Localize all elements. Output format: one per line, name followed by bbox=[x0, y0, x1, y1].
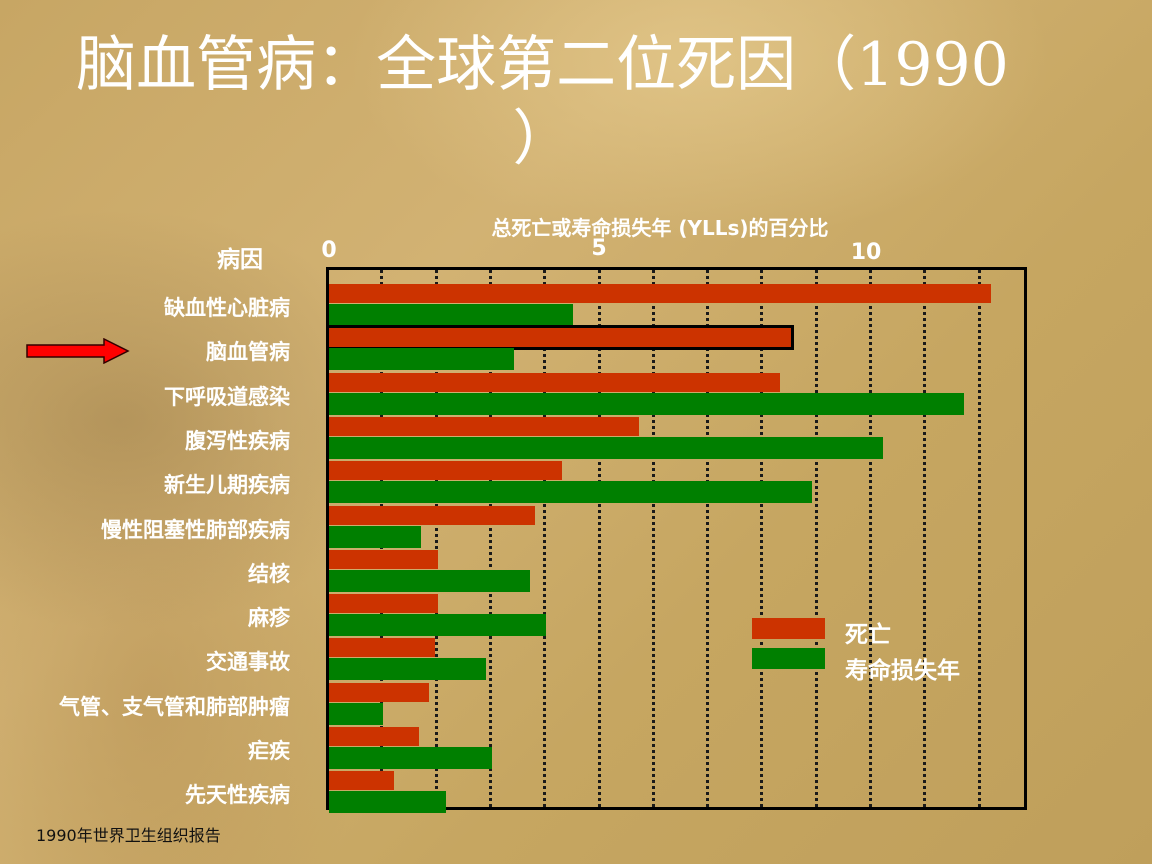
gridline bbox=[597, 270, 601, 807]
bar-ylls bbox=[329, 304, 574, 326]
category-label: 结核 bbox=[248, 561, 290, 586]
category-label: 腹泻性疾病 bbox=[185, 428, 290, 453]
source-note: 1990年世界卫生组织报告 bbox=[36, 826, 221, 845]
category-label: 脑血管病 bbox=[206, 340, 290, 365]
bar-ylls bbox=[329, 436, 883, 459]
bar-deaths bbox=[329, 416, 639, 436]
gridline bbox=[869, 270, 872, 807]
bar-deaths bbox=[329, 682, 430, 702]
category-label: 气管、支气管和肺部肿瘤 bbox=[59, 694, 290, 719]
x-tick-5: 5 bbox=[591, 236, 607, 261]
category-label: 下呼吸道感染 bbox=[164, 384, 290, 409]
gridline bbox=[651, 270, 655, 807]
bar-ylls bbox=[329, 791, 446, 814]
bar-deaths bbox=[329, 284, 992, 303]
gridline bbox=[488, 270, 492, 807]
bar-deaths bbox=[329, 638, 435, 658]
bar-ylls bbox=[329, 658, 487, 681]
bar-deaths bbox=[329, 461, 563, 481]
right-arrow-icon bbox=[26, 338, 130, 364]
gridline bbox=[923, 270, 927, 807]
bar-ylls bbox=[329, 481, 813, 504]
bar-deaths bbox=[329, 594, 438, 614]
category-label: 慢性阻塞性肺部疾病 bbox=[101, 517, 290, 542]
x-tick-10: 10 bbox=[850, 240, 882, 265]
gridline bbox=[706, 270, 710, 807]
legend-label-ylls: 寿命损失年 bbox=[845, 658, 960, 684]
bar-ylls bbox=[329, 525, 422, 548]
bar-ylls bbox=[329, 569, 530, 592]
gridline bbox=[434, 270, 438, 807]
bar-deaths bbox=[329, 505, 536, 525]
bar-chart-plot bbox=[326, 267, 1027, 814]
legend-swatch-deaths bbox=[752, 618, 825, 639]
gridline bbox=[977, 270, 981, 807]
x-tick-0: 0 bbox=[321, 238, 337, 263]
legend-label-deaths: 死亡 bbox=[845, 622, 891, 648]
bar-deaths bbox=[326, 325, 794, 351]
bar-ylls bbox=[329, 747, 492, 769]
title-line-1: 脑血管病：全球第二位死因（1990 bbox=[76, 30, 1009, 100]
category-label: 交通事故 bbox=[206, 650, 290, 675]
y-axis-title: 病因 bbox=[217, 247, 263, 273]
category-label: 先天性疾病 bbox=[185, 783, 290, 808]
bar-deaths bbox=[329, 727, 419, 746]
gridline bbox=[760, 270, 764, 807]
category-label: 疟疾 bbox=[248, 739, 290, 763]
legend-swatch-ylls bbox=[752, 648, 825, 669]
bar-deaths bbox=[329, 549, 438, 569]
category-label: 麻疹 bbox=[248, 606, 290, 631]
x-axis-title: 总死亡或寿命损失年 (YLLs)的百分比 bbox=[491, 216, 829, 240]
category-label: 新生儿期疾病 bbox=[164, 473, 290, 498]
bar-deaths bbox=[329, 771, 395, 791]
bar-ylls bbox=[329, 348, 514, 371]
bar-deaths bbox=[329, 372, 780, 392]
gridline bbox=[543, 270, 547, 807]
title-line-2: ） bbox=[512, 104, 573, 174]
category-label: 缺血性心脏病 bbox=[164, 296, 290, 320]
bar-ylls bbox=[329, 614, 547, 637]
slide-title: 脑血管病：全球第二位死因（1990 ） bbox=[0, 28, 1085, 176]
bar-ylls bbox=[329, 392, 965, 415]
gridline bbox=[814, 270, 818, 807]
bar-ylls bbox=[329, 702, 384, 725]
